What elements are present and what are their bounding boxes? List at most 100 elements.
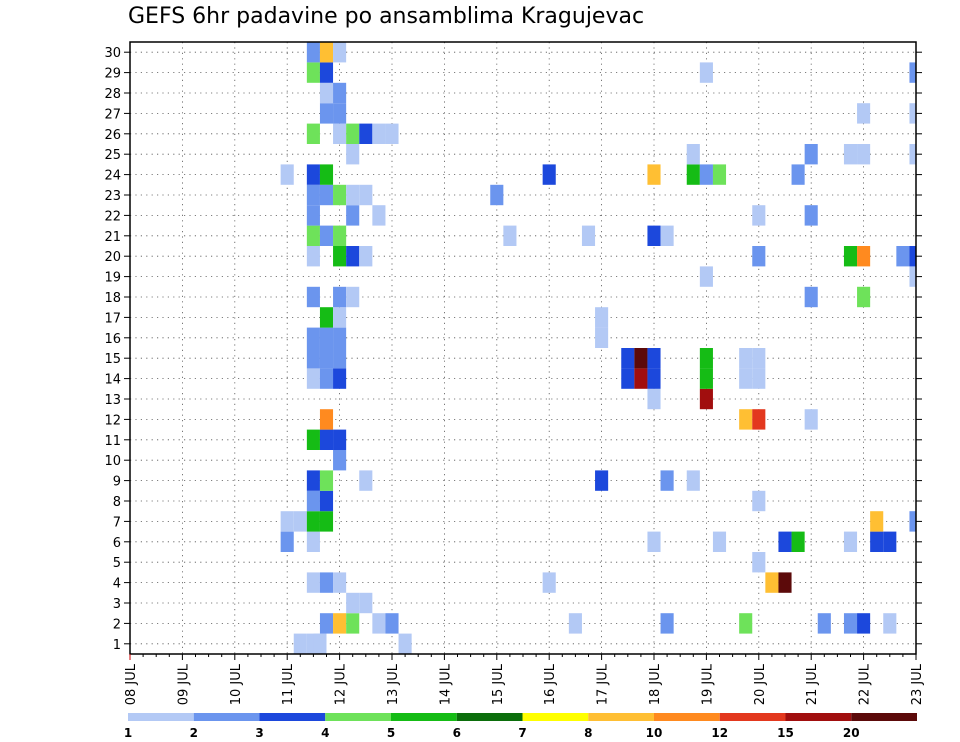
heatmap-cell — [857, 613, 871, 634]
heatmap-cell — [595, 327, 609, 348]
heatmap-cell — [306, 429, 320, 450]
heatmap-cell — [333, 368, 347, 389]
colorbar-segment — [128, 713, 194, 721]
heatmap-cell — [909, 103, 916, 124]
y-tick-label: 12 — [104, 413, 121, 428]
y-tick-label: 11 — [104, 434, 121, 449]
heatmap-cell — [313, 633, 327, 654]
heatmap-cell — [804, 409, 818, 430]
heatmap-cell — [333, 246, 347, 267]
heatmap-cell — [359, 470, 373, 491]
heatmap-cell — [634, 368, 648, 389]
y-tick-label: 24 — [104, 169, 121, 184]
heatmap-cell — [306, 123, 320, 144]
y-tick-label: 14 — [104, 373, 121, 388]
heatmap-cell — [319, 511, 334, 532]
heatmap-cell — [319, 82, 334, 104]
x-tick-label: 23 JUL — [910, 663, 925, 705]
x-tick-label: 14 JUL — [438, 663, 453, 705]
x-tick-label: 09 JUL — [176, 663, 191, 705]
heatmap-cell — [595, 470, 609, 491]
heatmap-cell — [843, 531, 858, 552]
y-tick-label: 20 — [104, 250, 121, 265]
heatmap-cell — [306, 164, 320, 185]
heatmap-cell — [804, 144, 818, 165]
heatmap-cell — [306, 62, 320, 83]
heatmap-cell — [503, 225, 517, 246]
heatmap-cell — [739, 348, 753, 369]
heatmap-cell — [319, 470, 334, 491]
heatmap-cell — [490, 184, 504, 206]
heatmap-cell — [359, 123, 373, 144]
heatmap-cell — [385, 123, 399, 144]
heatmap-cell — [686, 470, 700, 491]
x-tick-label: 21 JUL — [805, 663, 820, 705]
heatmap-cell — [660, 613, 674, 634]
colorbar-segment — [325, 713, 391, 721]
heatmap-cell — [319, 490, 334, 512]
heatmap-cell — [712, 164, 727, 185]
y-tick-label: 18 — [104, 291, 121, 306]
x-tick-label: 08 JUL — [124, 663, 139, 705]
y-tick-label: 28 — [104, 87, 121, 102]
heatmap-cell — [581, 225, 596, 246]
heatmap-cell — [306, 572, 320, 593]
heatmap-cell — [857, 144, 871, 165]
colorbar-label: 6 — [453, 726, 461, 740]
heatmap-cell — [359, 184, 373, 206]
heatmap-cell — [647, 225, 661, 246]
cells-layer — [280, 42, 916, 654]
colorbar: 1 2 3 4 5 6 7 8 10 12 15 20 — [124, 713, 917, 740]
heatmap-cell — [306, 470, 320, 491]
heatmap-cell — [857, 286, 871, 308]
heatmap-cell — [319, 409, 334, 430]
y-tick-label: 2 — [113, 617, 121, 632]
x-tick-label: 13 JUL — [386, 663, 401, 705]
heatmap-cell — [909, 246, 916, 267]
y-tick-label: 23 — [104, 189, 121, 204]
y-tick-label: 19 — [104, 271, 121, 286]
heatmap-cell — [621, 348, 635, 369]
y-tick-label: 26 — [104, 128, 121, 143]
y-tick-label: 25 — [104, 148, 121, 163]
heatmap-cell — [319, 164, 334, 185]
heatmap-cell — [909, 144, 916, 165]
colorbar-segment — [259, 713, 326, 721]
heatmap-cell — [883, 531, 897, 552]
y-tick-label: 6 — [113, 536, 121, 551]
heatmap-cell — [896, 246, 910, 267]
heatmap-cell — [398, 633, 412, 654]
heatmap-cell — [333, 307, 347, 328]
colorbar-label: 15 — [777, 726, 794, 740]
y-tick-label: 29 — [104, 67, 121, 82]
heatmap-cell — [306, 511, 320, 532]
heatmap-cell — [319, 307, 334, 328]
x-tick-label: 17 JUL — [596, 663, 611, 705]
heatmap-cell — [319, 225, 334, 246]
x-tick-label: 11 JUL — [281, 663, 296, 705]
heatmap-cell — [857, 103, 871, 124]
colorbar-label: 7 — [518, 726, 526, 740]
y-tick-label: 13 — [104, 393, 121, 408]
x-tick-label: 18 JUL — [648, 663, 663, 705]
heatmap-cell — [346, 592, 360, 614]
heatmap-cell — [778, 531, 792, 552]
colorbar-segment — [391, 713, 457, 721]
heatmap-cell — [647, 368, 661, 389]
x-tick-label: 19 JUL — [700, 663, 715, 705]
heatmap-cell — [699, 388, 713, 410]
heatmap-cell — [647, 348, 661, 369]
heatmap-cell — [319, 613, 334, 634]
heatmap-cell — [346, 246, 360, 267]
heatmap-cell — [739, 409, 753, 430]
heatmap-cell — [752, 409, 766, 430]
heatmap-cell — [647, 164, 661, 185]
heatmap-cell — [568, 613, 582, 634]
heatmap-cell — [804, 286, 818, 308]
heatmap-cell — [293, 511, 307, 532]
heatmap-cell — [306, 205, 320, 226]
colorbar-segment — [522, 713, 589, 721]
y-tick-label: 21 — [104, 230, 121, 245]
colorbar-segment — [785, 713, 852, 721]
